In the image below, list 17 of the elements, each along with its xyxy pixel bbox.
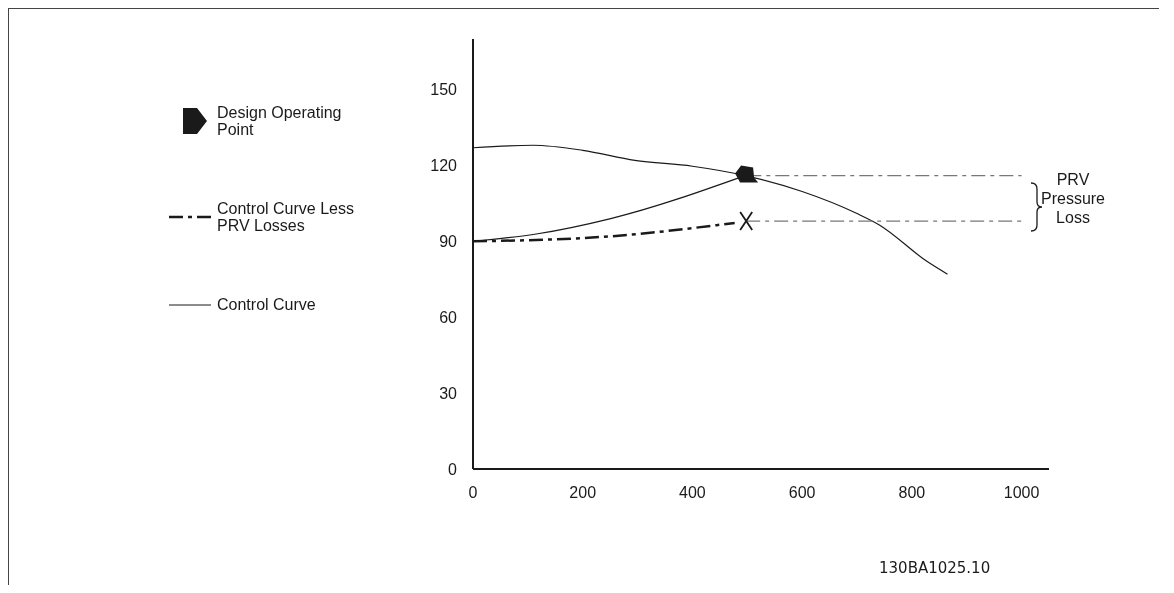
y-tick-label: 90 xyxy=(439,233,458,251)
legend-label: Design Operating Point xyxy=(217,104,343,138)
x-tick-label: 1000 xyxy=(1003,484,1040,502)
x-tick-label: 200 xyxy=(569,484,597,502)
y-tick-label: 60 xyxy=(439,308,458,326)
text: 130BA1025.10 xyxy=(879,559,991,577)
x-tick-label: 800 xyxy=(898,484,926,502)
x-tick-label: 400 xyxy=(679,484,706,502)
annotation: PRV Pressure Loss xyxy=(1040,171,1106,226)
legend-label: Control Curve xyxy=(217,296,317,313)
x-tick-label: 0 xyxy=(468,484,478,502)
y-tick-label: 150 xyxy=(430,81,458,99)
y-tick-label: 30 xyxy=(439,384,458,402)
x-tick-label: 600 xyxy=(788,484,816,502)
legend-label: Control Curve Less PRV Losses xyxy=(217,200,355,234)
y-tick-label: 0 xyxy=(448,460,458,478)
y-tick-label: 120 xyxy=(430,157,458,175)
